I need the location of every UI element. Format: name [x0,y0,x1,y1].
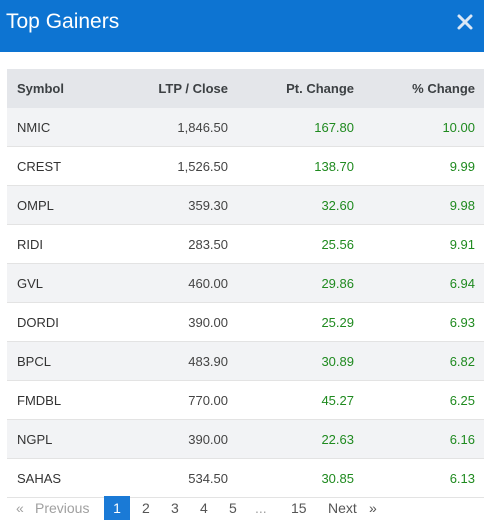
cell-pct-change: 6.82 [354,341,484,381]
page-button-15[interactable]: 15 [291,500,307,516]
table-row[interactable]: NMIC 1,846.50 167.80 10.00 [7,108,484,147]
previous-arrow[interactable]: « [16,500,24,516]
cell-pct-change: 6.94 [354,263,484,303]
cell-pt-change: 29.86 [228,263,354,303]
cell-ltp: 483.90 [127,341,228,381]
close-icon[interactable] [456,13,474,31]
cell-pt-change: 30.85 [228,458,354,498]
page-button-3[interactable]: 3 [171,500,179,516]
cell-pct-change: 9.91 [354,224,484,264]
cell-symbol: CREST [7,146,127,186]
cell-pct-change: 9.99 [354,146,484,186]
cell-pct-change: 6.93 [354,302,484,342]
gainers-table: Symbol LTP / Close Pt. Change % Change N… [7,69,484,498]
cell-symbol: GVL [7,263,127,303]
cell-symbol: FMDBL [7,380,127,420]
modal-title: Top Gainers [6,10,120,33]
column-header-pt-change[interactable]: Pt. Change [228,69,354,108]
cell-pct-change: 6.13 [354,458,484,498]
table-row[interactable]: DORDI 390.00 25.29 6.93 [7,302,484,342]
table-row[interactable]: RIDI 283.50 25.56 9.91 [7,224,484,264]
cell-pt-change: 32.60 [228,185,354,225]
modal-header: Top Gainers [0,0,484,52]
cell-pt-change: 25.29 [228,302,354,342]
table-row[interactable]: FMDBL 770.00 45.27 6.25 [7,380,484,420]
next-button[interactable]: Next [328,500,357,516]
cell-symbol: RIDI [7,224,127,264]
cell-pt-change: 138.70 [228,146,354,186]
page-ellipsis: ... [255,500,267,516]
cell-symbol: DORDI [7,302,127,342]
table-row[interactable]: SAHAS 534.50 30.85 6.13 [7,458,484,498]
page-button-1[interactable]: 1 [104,496,130,520]
cell-ltp: 534.50 [127,458,228,498]
table-row[interactable]: GVL 460.00 29.86 6.94 [7,263,484,303]
column-header-ltp[interactable]: LTP / Close [127,69,228,108]
cell-ltp: 390.00 [127,302,228,342]
cell-symbol: OMPL [7,185,127,225]
cell-pt-change: 25.56 [228,224,354,264]
page-button-4[interactable]: 4 [200,500,208,516]
table-row[interactable]: BPCL 483.90 30.89 6.82 [7,341,484,381]
table-row[interactable]: NGPL 390.00 22.63 6.16 [7,419,484,459]
cell-pt-change: 30.89 [228,341,354,381]
cell-pct-change: 10.00 [354,108,484,147]
cell-symbol: NMIC [7,108,127,147]
page-button-5[interactable]: 5 [229,500,237,516]
cell-symbol: NGPL [7,419,127,459]
previous-button[interactable]: Previous [35,500,90,516]
cell-pct-change: 9.98 [354,185,484,225]
cell-ltp: 359.30 [127,185,228,225]
cell-ltp: 1,526.50 [127,146,228,186]
table-row[interactable]: OMPL 359.30 32.60 9.98 [7,185,484,225]
gainers-table-container: Symbol LTP / Close Pt. Change % Change N… [7,69,484,498]
cell-pct-change: 6.25 [354,380,484,420]
cell-ltp: 770.00 [127,380,228,420]
cell-symbol: SAHAS [7,458,127,498]
cell-ltp: 390.00 [127,419,228,459]
cell-pt-change: 167.80 [228,108,354,147]
cell-ltp: 283.50 [127,224,228,264]
cell-pct-change: 6.16 [354,419,484,459]
next-arrow[interactable]: » [369,500,377,516]
cell-ltp: 460.00 [127,263,228,303]
pagination: « Previous 1 2 3 4 5 ... 15 Next » [0,496,484,520]
column-header-symbol[interactable]: Symbol [7,69,127,108]
cell-symbol: BPCL [7,341,127,381]
cell-pt-change: 22.63 [228,419,354,459]
column-header-pct-change[interactable]: % Change [354,69,484,108]
page-button-2[interactable]: 2 [142,500,150,516]
cell-pt-change: 45.27 [228,380,354,420]
table-header-row: Symbol LTP / Close Pt. Change % Change [7,69,484,108]
cell-ltp: 1,846.50 [127,108,228,147]
table-row[interactable]: CREST 1,526.50 138.70 9.99 [7,146,484,186]
